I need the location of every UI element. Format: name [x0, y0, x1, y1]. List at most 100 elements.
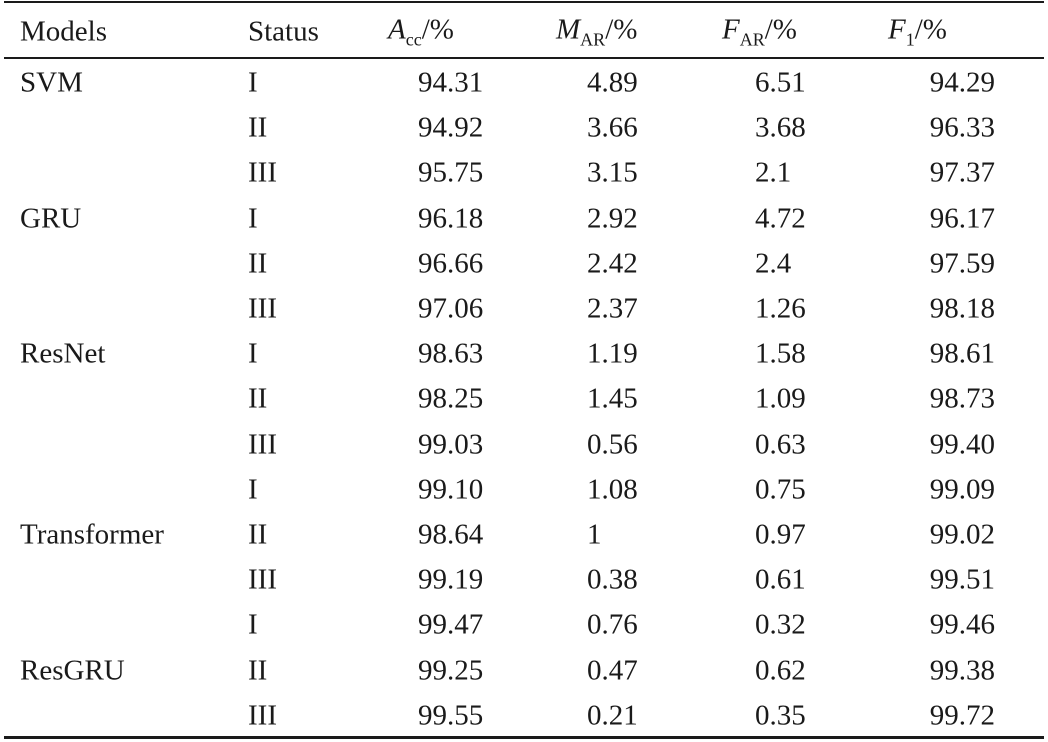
value-cell: 4.89 [587, 66, 638, 99]
value-cell: 2.4 [755, 247, 792, 280]
status-cell: I [248, 473, 258, 506]
value-cell: 99.40 [929, 428, 995, 461]
value-cell: 99.10 [418, 473, 484, 506]
header-unit: /% [914, 13, 947, 46]
value-cell: 2.37 [587, 292, 638, 325]
value-cell: 96.33 [929, 111, 995, 144]
model-name: ResNet [20, 337, 106, 370]
header-symbol: F [722, 13, 740, 46]
header-subscript: cc [405, 29, 422, 50]
value-cell: 1.09 [755, 382, 806, 415]
status-cell: II [248, 518, 268, 551]
header-cell: Status [248, 15, 319, 48]
value-cell: 99.03 [418, 428, 484, 461]
value-cell: 99.72 [929, 699, 995, 732]
value-cell: 94.92 [418, 111, 484, 144]
value-cell: 99.47 [418, 608, 484, 641]
header-subscript: 1 [905, 29, 915, 50]
value-cell: 1.19 [587, 337, 638, 370]
value-cell: 2.92 [587, 202, 638, 235]
value-cell: 3.66 [587, 111, 638, 144]
header-symbol: M [556, 13, 581, 46]
header-unit: /% [421, 13, 454, 46]
model-name: GRU [20, 202, 82, 235]
value-cell: 0.63 [755, 428, 806, 461]
top-rule [4, 1, 1044, 3]
value-cell: 99.55 [418, 699, 484, 732]
header-cell: Models [20, 15, 107, 48]
value-cell: 1.08 [587, 473, 638, 506]
value-cell: 96.17 [929, 202, 995, 235]
value-cell: 99.19 [418, 563, 484, 596]
value-cell: 98.73 [929, 382, 995, 415]
value-cell: 3.15 [587, 156, 638, 189]
status-cell: I [248, 337, 258, 370]
value-cell: 6.51 [755, 66, 806, 99]
header-cell: FAR/% [722, 13, 797, 50]
value-cell: 0.35 [755, 699, 806, 732]
value-cell: 0.38 [587, 563, 638, 596]
value-cell: 96.66 [418, 247, 484, 280]
value-cell: 2.1 [755, 156, 792, 189]
status-cell: III [248, 156, 277, 189]
value-cell: 1.45 [587, 382, 638, 415]
value-cell: 99.09 [929, 473, 995, 506]
value-cell: 99.38 [929, 654, 995, 687]
status-cell: III [248, 428, 277, 461]
value-cell: 98.64 [418, 518, 484, 551]
model-name: SVM [20, 66, 83, 99]
value-cell: 98.18 [929, 292, 995, 325]
value-cell: 99.02 [929, 518, 995, 551]
status-cell: II [248, 111, 268, 144]
header-unit: /% [605, 13, 638, 46]
header-cell: F1/% [888, 13, 947, 50]
header-subscript: AR [580, 29, 606, 50]
status-cell: III [248, 699, 277, 732]
status-cell: II [248, 654, 268, 687]
value-cell: 0.61 [755, 563, 806, 596]
header-symbol: A [388, 13, 406, 46]
value-cell: 99.25 [418, 654, 484, 687]
header-cell: Acc/% [388, 13, 454, 50]
bottom-rule [4, 736, 1044, 739]
value-cell: 99.51 [929, 563, 995, 596]
status-cell: I [248, 66, 258, 99]
value-cell: 3.68 [755, 111, 806, 144]
status-cell: III [248, 563, 277, 596]
status-cell: I [248, 202, 258, 235]
header-unit: /% [764, 13, 797, 46]
value-cell: 0.97 [755, 518, 806, 551]
header-symbol: F [888, 13, 906, 46]
value-cell: 0.32 [755, 608, 806, 641]
value-cell: 97.06 [418, 292, 484, 325]
value-cell: 2.42 [587, 247, 638, 280]
value-cell: 0.21 [587, 699, 638, 732]
value-cell: 0.47 [587, 654, 638, 687]
value-cell: 98.63 [418, 337, 484, 370]
value-cell: 94.29 [929, 66, 995, 99]
value-cell: 0.76 [587, 608, 638, 641]
status-cell: III [248, 292, 277, 325]
value-cell: 95.75 [418, 156, 484, 189]
header-subscript: AR [739, 29, 765, 50]
status-cell: I [248, 608, 258, 641]
header-cell: MAR/% [556, 13, 638, 50]
value-cell: 97.59 [929, 247, 995, 280]
value-cell: 0.62 [755, 654, 806, 687]
value-cell: 99.46 [929, 608, 995, 641]
value-cell: 0.75 [755, 473, 806, 506]
model-name: ResGRU [20, 654, 125, 687]
header-rule [4, 57, 1044, 59]
status-cell: II [248, 382, 268, 415]
value-cell: 96.18 [418, 202, 484, 235]
value-cell: 98.61 [929, 337, 995, 370]
value-cell: 1.26 [755, 292, 806, 325]
value-cell: 1.58 [755, 337, 806, 370]
value-cell: 4.72 [755, 202, 806, 235]
value-cell: 1 [587, 518, 602, 551]
status-cell: II [248, 247, 268, 280]
value-cell: 0.56 [587, 428, 638, 461]
model-name: Transformer [20, 518, 164, 551]
value-cell: 98.25 [418, 382, 484, 415]
